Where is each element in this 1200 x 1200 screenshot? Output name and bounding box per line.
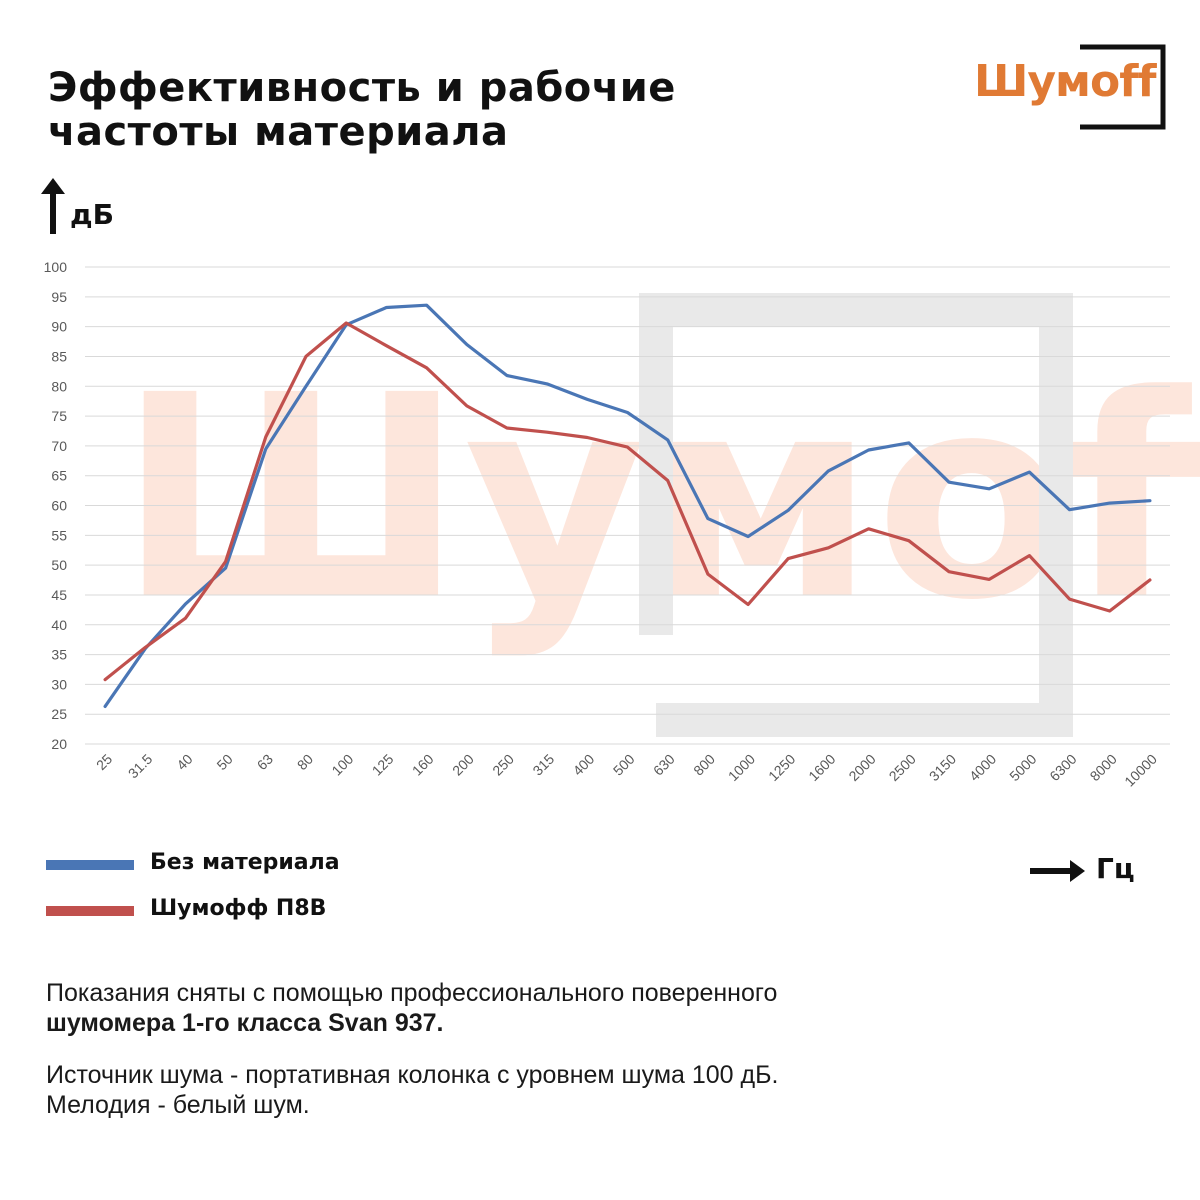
x-tick-label: 1000 <box>725 751 758 784</box>
x-tick-label: 8000 <box>1086 751 1119 784</box>
x-tick-label: 3150 <box>926 751 959 784</box>
x-tick-label: 160 <box>409 751 437 779</box>
title-line-2: частоты материала <box>48 109 509 155</box>
y-tick-label: 50 <box>51 557 67 573</box>
y-tick-label: 90 <box>51 319 67 335</box>
y-tick-label: 40 <box>51 617 67 633</box>
x-axis-unit: Гц <box>1030 852 1150 892</box>
x-tick-label: 400 <box>570 751 598 779</box>
x-tick-label: 63 <box>254 751 276 773</box>
x-tick-label: 800 <box>690 751 718 779</box>
x-tick-label: 125 <box>369 751 397 779</box>
y-tick-label: 25 <box>51 706 67 722</box>
x-tick-label: 40 <box>173 751 195 773</box>
x-tick-label: 5000 <box>1006 751 1039 784</box>
legend-label: Без материала <box>150 850 340 875</box>
arrow-right-icon <box>1030 860 1085 882</box>
y-tick-label: 35 <box>51 647 67 663</box>
y-tick-label: 55 <box>51 527 67 543</box>
x-tick-label: 200 <box>449 751 477 779</box>
x-tick-label: 80 <box>294 751 316 773</box>
y-tick-label: 65 <box>51 468 67 484</box>
note-line-3: Источник шума - портативная колонка с ур… <box>46 1061 779 1089</box>
x-tick-label: 2000 <box>845 751 878 784</box>
title-line-1: Эффективность и рабочие <box>48 65 676 111</box>
legend-label: Шумофф П8В <box>150 896 327 921</box>
note-line-1: Показания сняты с помощью профессиональн… <box>46 979 778 1007</box>
x-tick-label: 6300 <box>1046 751 1079 784</box>
x-tick-label: 4000 <box>966 751 999 784</box>
x-tick-label: 1250 <box>765 751 798 784</box>
y-tick-label: 70 <box>51 438 67 454</box>
logo-frame-icon <box>1080 44 1166 130</box>
note-line-2: шумомера 1-го класса Svan 937. <box>46 1009 444 1037</box>
x-tick-label: 100 <box>328 751 356 779</box>
y-tick-label: 20 <box>51 736 67 752</box>
x-axis-label: Гц <box>1096 852 1135 885</box>
y-axis-unit: дБ <box>40 178 160 234</box>
y-tick-label: 80 <box>51 378 67 394</box>
x-tick-label: 10000 <box>1121 751 1160 790</box>
x-tick-label: 500 <box>610 751 638 779</box>
watermark-frame-icon <box>639 293 1073 737</box>
legend-swatch-blue <box>46 860 134 870</box>
x-tick-label: 31.5 <box>125 751 156 782</box>
y-tick-label: 85 <box>51 348 67 364</box>
series-line-2 <box>103 321 1152 682</box>
x-tick-label: 50 <box>213 751 235 773</box>
note-line-4: Мелодия - белый шум. <box>46 1091 310 1119</box>
y-tick-label: 30 <box>51 676 67 692</box>
x-tick-label: 25 <box>93 751 115 773</box>
arrow-up-icon <box>41 178 65 234</box>
y-tick-label: 60 <box>51 498 67 514</box>
y-tick-label: 95 <box>51 289 67 305</box>
measurement-notes: Показания сняты с помощью профессиональн… <box>46 978 1146 1120</box>
brand-logo: Шумoff <box>970 44 1166 130</box>
y-axis-label: дБ <box>70 198 114 231</box>
x-tick-label: 250 <box>489 751 517 779</box>
series-line-1 <box>103 303 1152 708</box>
y-tick-label: 100 <box>44 259 68 275</box>
logo-text: Шумoff <box>974 56 1157 107</box>
x-tick-label: 1600 <box>805 751 838 784</box>
x-tick-label: 315 <box>529 751 557 779</box>
legend-swatch-red <box>46 906 134 916</box>
page-title: Эффективность и рабочие частоты материал… <box>48 66 676 154</box>
line-chart: Шумoff 202530354045505560657075808590951… <box>44 259 1200 790</box>
y-tick-label: 45 <box>51 587 67 603</box>
x-tick-label: 630 <box>650 751 678 779</box>
x-tick-label: 2500 <box>886 751 919 784</box>
y-tick-label: 75 <box>51 408 67 424</box>
